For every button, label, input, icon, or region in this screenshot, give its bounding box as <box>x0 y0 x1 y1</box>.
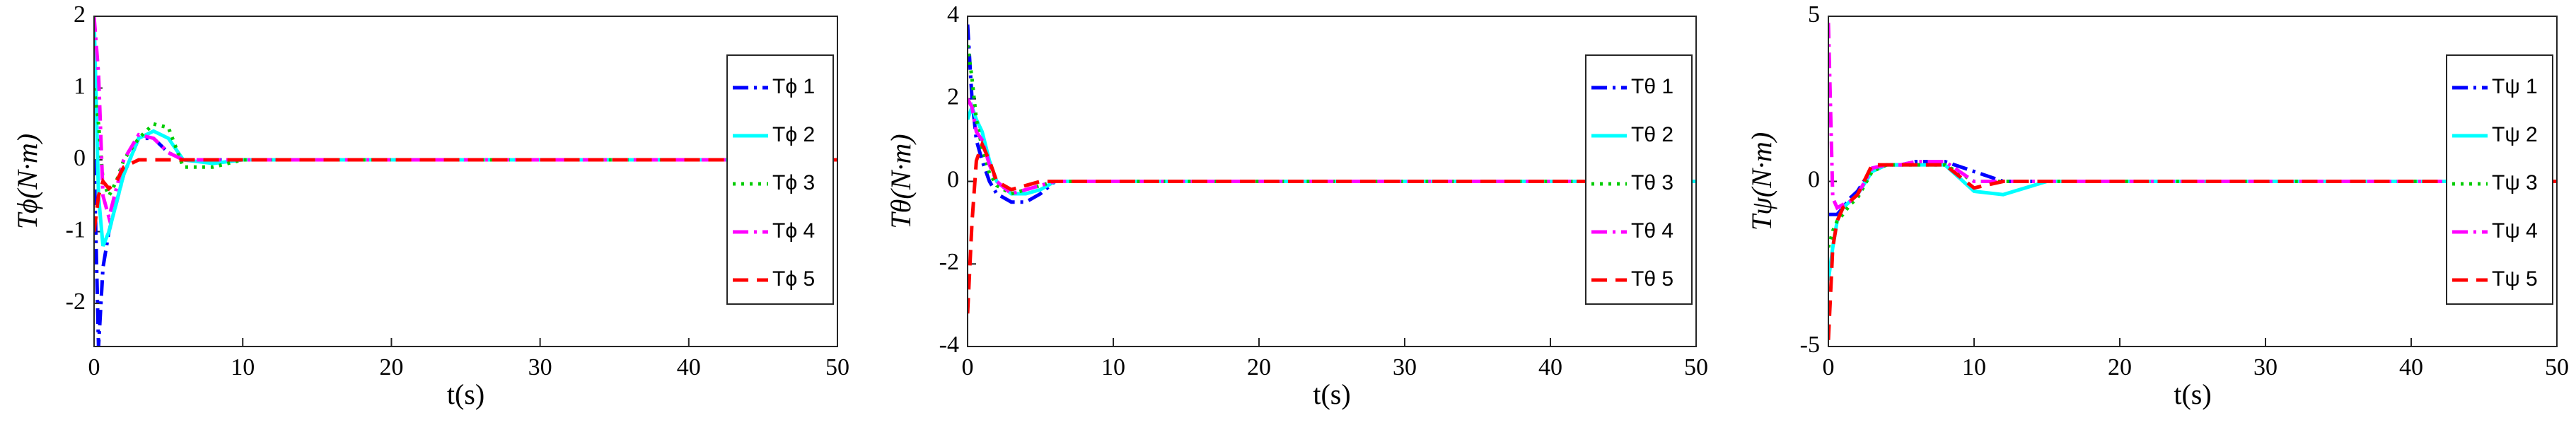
series-line <box>968 139 1696 314</box>
y-axis-label: Tψ(N·m) <box>1746 132 1777 231</box>
legend-label: Tϕ 5 <box>772 267 815 291</box>
y-axis-label: Tϕ(N·m) <box>11 134 43 229</box>
y-tick-label: -5 <box>1800 332 1820 358</box>
legend-label: Tθ 3 <box>1631 171 1673 194</box>
legend-label: Tψ 1 <box>2492 75 2538 98</box>
y-tick-label: 0 <box>947 166 959 192</box>
x-tick-label: 20 <box>2108 354 2132 380</box>
x-tick-label: 30 <box>528 354 552 380</box>
y-tick-label: 2 <box>74 1 86 28</box>
legend-label: Tθ 4 <box>1631 219 1673 243</box>
legend-label: Tϕ 2 <box>772 123 815 146</box>
x-tick-label: 30 <box>1393 354 1417 380</box>
legend-box <box>726 54 834 305</box>
x-tick-label: 10 <box>231 354 255 380</box>
x-tick-label: 10 <box>1101 354 1125 380</box>
y-tick-label: 5 <box>1808 1 1820 28</box>
y-tick-label: -4 <box>939 332 959 358</box>
y-tick-label: -1 <box>66 216 86 243</box>
legend-label: Tψ 3 <box>2492 171 2538 194</box>
x-tick-label: 0 <box>88 354 100 380</box>
series-line <box>968 98 1696 196</box>
legend-label: Tψ 2 <box>2492 123 2538 146</box>
series-line <box>968 45 1696 196</box>
legend-box <box>1585 54 1693 305</box>
y-tick-label: 2 <box>947 84 959 110</box>
legend-label: Tθ 2 <box>1631 123 1673 146</box>
y-tick-label: -2 <box>939 249 959 275</box>
x-tick-label: 30 <box>2253 354 2278 380</box>
x-tick-label: 40 <box>1538 354 1562 380</box>
x-tick-label: 0 <box>962 354 974 380</box>
x-tick-label: 50 <box>1684 354 1708 380</box>
series-line <box>94 16 837 224</box>
y-tick-label: -2 <box>66 289 86 315</box>
axes-frame <box>967 16 1697 347</box>
y-tick-label: 0 <box>1808 166 1820 192</box>
x-tick-label: 20 <box>379 354 403 380</box>
x-tick-label: 40 <box>677 354 701 380</box>
x-axis-label: t(s) <box>447 378 485 410</box>
legend-label: Tϕ 1 <box>772 75 815 98</box>
series-line <box>1828 163 2557 340</box>
axes-frame <box>93 16 838 347</box>
legend-label: Tϕ 3 <box>772 171 815 194</box>
y-tick-label: 0 <box>74 145 86 171</box>
legend-label: Tψ 4 <box>2492 219 2538 243</box>
x-tick-label: 50 <box>2545 354 2569 380</box>
legend-label: Tθ 1 <box>1631 75 1673 98</box>
x-tick-label: 0 <box>1823 354 1835 380</box>
legend-label: Tψ 5 <box>2492 267 2538 291</box>
legend-box <box>2446 54 2553 305</box>
y-tick-label: 4 <box>947 1 959 28</box>
legend-label: Tϕ 4 <box>772 219 815 243</box>
x-tick-label: 20 <box>1247 354 1271 380</box>
x-tick-label: 10 <box>1962 354 1986 380</box>
legend-label: Tθ 5 <box>1631 267 1673 291</box>
x-axis-label: t(s) <box>2174 378 2211 410</box>
axes-frame <box>1828 16 2558 347</box>
x-tick-label: 40 <box>2399 354 2423 380</box>
y-axis-label: Tθ(N·m) <box>885 134 917 228</box>
y-tick-label: 1 <box>74 73 86 99</box>
series-line <box>94 158 837 232</box>
x-tick-label: 50 <box>825 354 849 380</box>
plot-area <box>94 16 837 347</box>
x-axis-label: t(s) <box>1313 378 1350 410</box>
